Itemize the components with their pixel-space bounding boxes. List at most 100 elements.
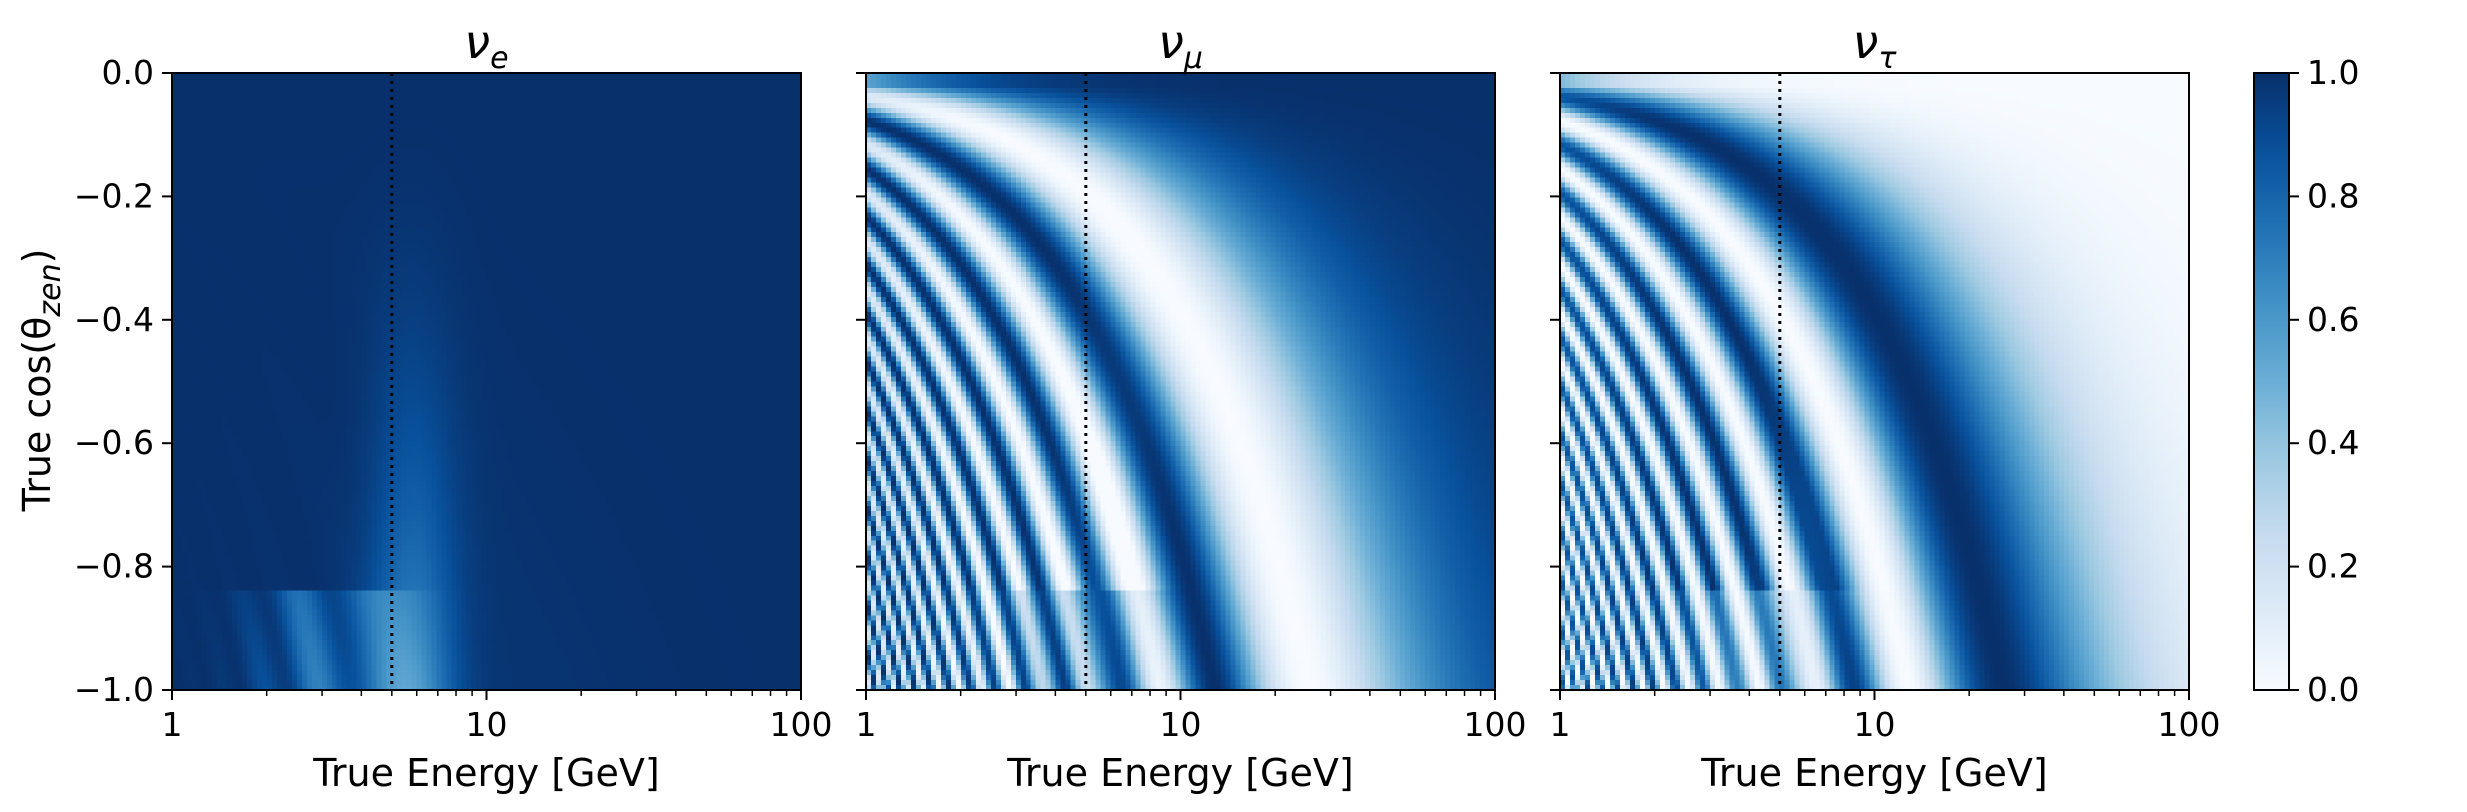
heatmap-cell xyxy=(207,561,213,567)
heatmap-cell xyxy=(257,377,263,383)
heatmap-cell xyxy=(272,635,278,641)
heatmap-cell xyxy=(277,625,283,631)
heatmap-cell xyxy=(202,421,208,427)
heatmap-cell xyxy=(232,665,238,671)
heatmap-cell xyxy=(277,177,283,183)
heatmap-cell xyxy=(272,526,278,532)
heatmap-cell xyxy=(267,108,273,114)
heatmap-cell xyxy=(222,581,228,587)
heatmap-cell xyxy=(192,431,198,437)
heatmap-cell xyxy=(257,272,263,278)
heatmap-cell xyxy=(177,337,183,343)
heatmap-cell xyxy=(272,83,278,89)
heatmap-cell xyxy=(182,307,188,313)
heatmap-cell xyxy=(302,302,308,308)
heatmap-cell xyxy=(182,571,188,577)
heatmap-cell xyxy=(182,541,188,547)
heatmap-cell xyxy=(217,118,223,124)
heatmap-cell xyxy=(237,367,243,373)
heatmap-cell xyxy=(177,143,183,149)
heatmap-cell xyxy=(197,600,203,606)
heatmap-cell xyxy=(202,491,208,497)
heatmap-cell xyxy=(202,526,208,532)
heatmap-cell xyxy=(217,645,223,651)
heatmap-cell xyxy=(192,372,198,378)
heatmap-cell xyxy=(307,471,313,477)
heatmap-cell xyxy=(287,163,293,169)
heatmap-cell xyxy=(282,411,288,417)
heatmap-cell xyxy=(297,202,303,208)
heatmap-cell xyxy=(217,590,223,596)
heatmap-cell xyxy=(247,247,253,253)
heatmap-cell xyxy=(217,416,223,422)
heatmap-cell xyxy=(247,615,253,621)
heatmap-cell xyxy=(292,406,298,412)
heatmap-cell xyxy=(247,272,253,278)
heatmap-cell xyxy=(292,93,298,99)
heatmap-cell xyxy=(247,411,253,417)
heatmap-cell xyxy=(272,88,278,94)
heatmap-cell xyxy=(282,98,288,104)
heatmap-cell xyxy=(277,168,283,174)
heatmap-cell xyxy=(232,595,238,601)
heatmap-cell xyxy=(297,546,303,552)
heatmap-cell xyxy=(297,536,303,542)
heatmap-cell xyxy=(187,202,193,208)
heatmap-cell xyxy=(217,307,223,313)
heatmap-cell xyxy=(267,655,273,661)
heatmap-cell xyxy=(217,496,223,502)
heatmap-cell xyxy=(257,476,263,482)
heatmap-cell xyxy=(212,386,218,392)
heatmap-cell xyxy=(297,302,303,308)
heatmap-cell xyxy=(247,163,253,169)
heatmap-cell xyxy=(197,83,203,89)
heatmap-cell xyxy=(267,665,273,671)
heatmap-cell xyxy=(297,556,303,562)
heatmap-cell xyxy=(182,312,188,318)
heatmap-cell xyxy=(182,272,188,278)
heatmap-cell xyxy=(192,605,198,611)
heatmap-cell xyxy=(212,207,218,213)
heatmap-cell xyxy=(187,252,193,258)
heatmap-cell xyxy=(307,516,313,522)
heatmap-cell xyxy=(267,625,273,631)
heatmap-cell xyxy=(262,242,268,248)
heatmap-cell xyxy=(177,252,183,258)
heatmap-cell xyxy=(252,650,258,656)
heatmap-cell xyxy=(222,217,228,223)
heatmap-cell xyxy=(272,590,278,596)
heatmap-cell xyxy=(252,128,258,134)
heatmap-cell xyxy=(262,317,268,323)
heatmap-cell xyxy=(217,292,223,298)
heatmap-cell xyxy=(277,451,283,457)
heatmap-cell xyxy=(237,168,243,174)
heatmap-cell xyxy=(237,466,243,472)
heatmap-cell xyxy=(307,486,313,492)
heatmap-cell xyxy=(272,456,278,462)
heatmap-cell xyxy=(252,436,258,442)
heatmap-cell xyxy=(302,362,308,368)
heatmap-cell xyxy=(257,158,263,164)
heatmap-cell xyxy=(227,491,233,497)
heatmap-cell xyxy=(287,541,293,547)
heatmap-cell xyxy=(262,471,268,477)
heatmap-cell xyxy=(272,426,278,432)
heatmap-cell xyxy=(227,516,233,522)
heatmap-cell xyxy=(197,317,203,323)
heatmap-cell xyxy=(182,382,188,388)
heatmap-cell xyxy=(272,182,278,188)
heatmap-cell xyxy=(287,262,293,268)
heatmap-cell xyxy=(222,421,228,427)
heatmap-cell xyxy=(232,158,238,164)
heatmap-cell xyxy=(197,322,203,328)
heatmap-cell xyxy=(187,93,193,99)
heatmap-cell xyxy=(222,605,228,611)
heatmap-cell xyxy=(287,377,293,383)
heatmap-cell xyxy=(192,357,198,363)
heatmap-cell xyxy=(297,352,303,358)
heatmap-cell xyxy=(207,202,213,208)
heatmap-cell xyxy=(302,307,308,313)
heatmap-cell xyxy=(227,680,233,686)
heatmap-cell xyxy=(292,451,298,457)
heatmap-cell xyxy=(267,297,273,303)
